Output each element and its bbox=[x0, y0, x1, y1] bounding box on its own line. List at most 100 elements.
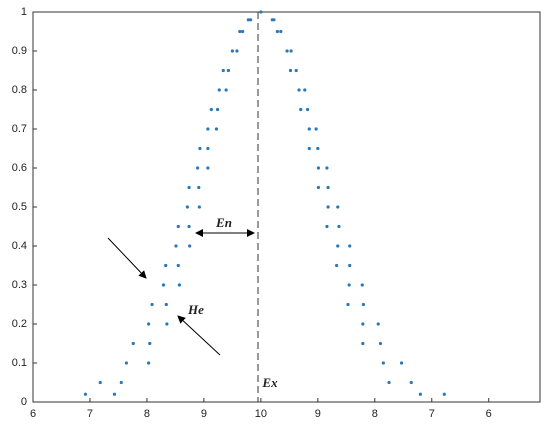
point bbox=[98, 380, 102, 385]
x-tick-label: 8 bbox=[144, 408, 150, 420]
y-tick-label: 0.2 bbox=[12, 318, 27, 330]
point bbox=[235, 49, 239, 53]
point bbox=[275, 29, 279, 34]
point bbox=[360, 283, 364, 287]
point bbox=[221, 68, 225, 73]
point bbox=[303, 88, 307, 92]
y-tick-label: 0.7 bbox=[12, 123, 27, 135]
he-arrow bbox=[107, 237, 147, 279]
point bbox=[316, 146, 320, 151]
x-tick-label: 10 bbox=[255, 408, 267, 420]
point bbox=[238, 29, 242, 34]
point bbox=[279, 29, 283, 34]
point bbox=[185, 205, 189, 209]
point bbox=[187, 185, 191, 190]
point bbox=[131, 341, 135, 346]
point bbox=[297, 88, 301, 92]
point bbox=[294, 68, 298, 73]
point bbox=[187, 224, 191, 229]
point bbox=[361, 302, 366, 307]
point bbox=[409, 380, 413, 385]
y-tick-label: 0.8 bbox=[12, 84, 27, 96]
point bbox=[147, 361, 151, 365]
x-tick-label: 7 bbox=[429, 408, 435, 420]
point bbox=[246, 18, 250, 22]
point bbox=[346, 302, 350, 307]
point bbox=[249, 18, 253, 22]
point bbox=[326, 205, 330, 209]
point bbox=[399, 361, 404, 365]
point bbox=[197, 205, 201, 209]
point bbox=[215, 107, 220, 112]
point bbox=[197, 185, 201, 190]
point bbox=[336, 244, 340, 248]
point bbox=[124, 361, 129, 365]
x-tick-label: 6 bbox=[30, 408, 36, 420]
he-arrow bbox=[177, 315, 221, 356]
point bbox=[348, 263, 352, 268]
point bbox=[196, 166, 200, 170]
y-tick-label: 0.4 bbox=[12, 240, 27, 252]
point bbox=[259, 10, 263, 14]
point bbox=[307, 146, 311, 151]
point bbox=[378, 341, 383, 346]
point bbox=[326, 185, 330, 190]
point bbox=[376, 322, 380, 326]
point bbox=[418, 392, 422, 396]
y-tick-label: 0.6 bbox=[12, 162, 27, 174]
point bbox=[347, 283, 351, 287]
point bbox=[177, 283, 182, 287]
point bbox=[305, 107, 310, 112]
point bbox=[325, 224, 329, 229]
point bbox=[176, 224, 180, 229]
point bbox=[285, 49, 289, 53]
point bbox=[348, 244, 352, 248]
point bbox=[241, 29, 245, 34]
point bbox=[316, 166, 321, 170]
point bbox=[83, 392, 88, 396]
point bbox=[161, 283, 166, 287]
point bbox=[188, 244, 192, 248]
x-tick-label: 9 bbox=[315, 408, 321, 420]
point bbox=[150, 302, 154, 307]
annotation: Ex bbox=[261, 375, 278, 390]
point bbox=[112, 392, 117, 396]
point bbox=[224, 88, 228, 92]
point bbox=[288, 68, 293, 73]
point bbox=[442, 392, 446, 396]
x-tick-label: 6 bbox=[486, 408, 492, 420]
point bbox=[289, 49, 293, 53]
point bbox=[361, 322, 365, 326]
point bbox=[316, 185, 321, 190]
y-tick-label: 1 bbox=[21, 6, 27, 18]
point bbox=[325, 166, 329, 170]
x-tick-label: 7 bbox=[87, 408, 93, 420]
point bbox=[164, 263, 168, 268]
point bbox=[147, 322, 151, 326]
point bbox=[206, 146, 210, 151]
point bbox=[164, 302, 168, 307]
point bbox=[361, 341, 365, 346]
y-tick-label: 0.1 bbox=[12, 357, 27, 369]
point bbox=[299, 107, 303, 112]
point bbox=[314, 127, 318, 131]
point bbox=[206, 166, 210, 170]
point bbox=[335, 263, 339, 268]
point bbox=[119, 380, 123, 385]
y-tick-label: 0.3 bbox=[12, 279, 27, 291]
point bbox=[165, 322, 169, 326]
plot-frame bbox=[32, 11, 541, 403]
y-tick-label: 0 bbox=[21, 396, 27, 408]
point bbox=[217, 88, 221, 92]
point bbox=[307, 127, 311, 131]
y-tick-label: 0.5 bbox=[12, 201, 27, 213]
point bbox=[198, 146, 202, 151]
point bbox=[148, 341, 152, 346]
point bbox=[209, 107, 213, 112]
annotation: En bbox=[215, 215, 232, 230]
point bbox=[230, 49, 234, 53]
point bbox=[206, 127, 210, 131]
point bbox=[174, 244, 178, 248]
point bbox=[337, 224, 341, 229]
